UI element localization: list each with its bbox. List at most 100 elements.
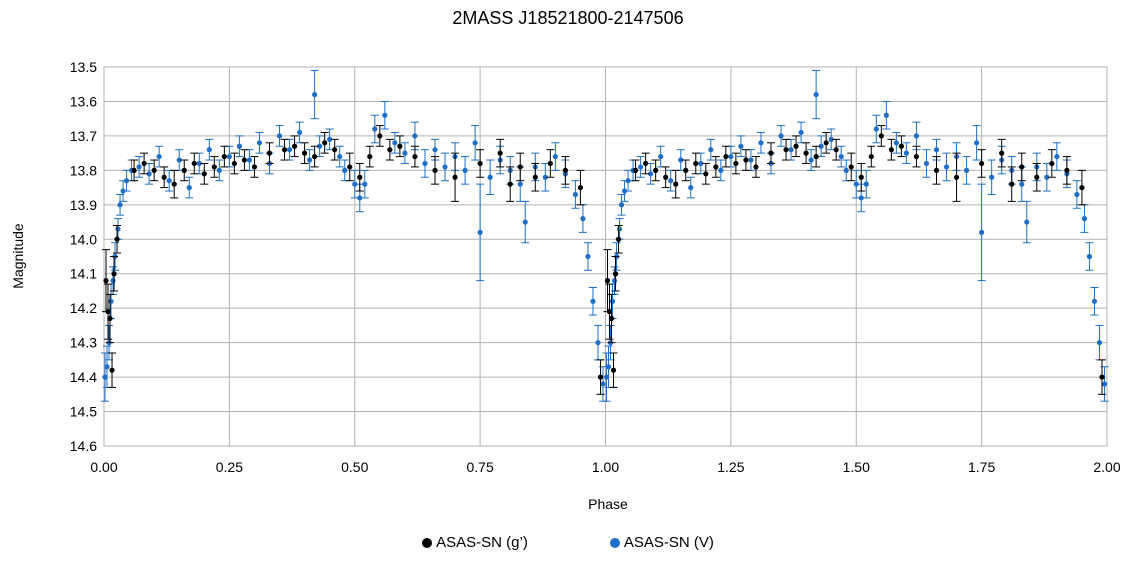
data-point [1049, 160, 1055, 167]
data-point [1099, 374, 1105, 380]
grid-layer [103, 66, 1108, 447]
data-point [798, 129, 804, 136]
data-point [828, 136, 834, 142]
x-tick-label: 1.00 [592, 459, 619, 475]
data-point [604, 278, 611, 284]
legend-item-g: ASAS-SN (g’) [422, 534, 528, 551]
data-point [693, 160, 699, 167]
data-point [107, 315, 113, 322]
x-tick-label: 0.50 [341, 459, 368, 475]
data-point [517, 164, 523, 170]
data-point [663, 174, 669, 180]
data-point [1019, 181, 1025, 187]
data-point [658, 153, 664, 160]
data-point [653, 167, 659, 173]
data-point [933, 147, 940, 153]
data-point [738, 143, 744, 149]
data-point [858, 195, 864, 201]
data-point [615, 236, 622, 242]
x-tick-label: 2.00 [1093, 459, 1120, 475]
data-point [105, 309, 111, 315]
data-point [838, 153, 844, 160]
data-point [296, 129, 303, 136]
data-point [979, 229, 985, 235]
data-point [422, 160, 428, 167]
data-point [708, 147, 714, 153]
legend-label-v: ASAS-SN (V) [623, 534, 714, 551]
data-point [600, 381, 606, 387]
y-tick-label: 14.2 [70, 300, 97, 316]
data-point [171, 181, 177, 187]
data-point [117, 202, 123, 208]
data-point [1024, 219, 1030, 225]
data-point [206, 147, 212, 153]
y-tick-label: 13.9 [70, 197, 97, 213]
data-point [813, 153, 819, 160]
data-point [156, 153, 162, 160]
data-point [276, 133, 283, 139]
data-point [103, 278, 109, 284]
data-point [392, 140, 398, 146]
data-point [462, 167, 468, 173]
data-point [1081, 216, 1088, 222]
data-point [778, 133, 784, 139]
data-point [517, 181, 523, 187]
data-point [221, 153, 227, 160]
data-point [136, 164, 142, 170]
data-point [104, 364, 110, 370]
data-point [522, 219, 528, 225]
data-point [585, 253, 591, 260]
data-point [873, 126, 879, 132]
data-point [768, 150, 774, 156]
data-point [590, 298, 596, 304]
data-point [347, 164, 353, 170]
data-point [853, 181, 859, 187]
data-point [291, 143, 298, 149]
data-point [953, 174, 960, 180]
data-point [610, 367, 617, 373]
data-point [352, 181, 358, 187]
data-point [111, 271, 117, 277]
x-tick-label: 0.00 [90, 459, 117, 475]
data-point [357, 174, 363, 180]
data-point [1091, 298, 1098, 304]
data-point [312, 91, 318, 98]
data-point [176, 157, 182, 163]
x-tick-label: 1.50 [843, 459, 870, 475]
data-point [146, 171, 152, 177]
data-point [580, 216, 586, 222]
data-point [888, 147, 894, 153]
x-tick-label: 0.25 [216, 459, 243, 475]
data-point [728, 153, 734, 160]
data-point [397, 143, 403, 149]
data-point [858, 174, 864, 180]
x-axis-title: Phase [588, 496, 628, 512]
data-point [848, 164, 854, 170]
data-point [963, 167, 970, 173]
data-point [753, 164, 759, 170]
y-tick-label: 13.5 [70, 59, 97, 75]
data-point [302, 150, 308, 156]
data-layer [101, 69, 1109, 402]
data-point [131, 167, 137, 173]
data-point [989, 174, 995, 180]
data-point [683, 167, 689, 173]
data-point [367, 153, 373, 160]
data-point [999, 150, 1005, 156]
data-point [332, 147, 338, 153]
data-point [868, 153, 874, 160]
data-point [552, 153, 558, 160]
data-point [102, 374, 108, 380]
y-tick-label: 13.8 [70, 162, 97, 178]
data-point [863, 181, 869, 187]
data-point [758, 140, 764, 146]
data-point [718, 167, 724, 173]
data-point [733, 160, 739, 167]
data-point [442, 164, 448, 170]
data-point [256, 140, 263, 146]
data-point [322, 140, 328, 146]
data-point [109, 367, 115, 373]
data-point [472, 140, 478, 146]
data-point [372, 126, 378, 132]
